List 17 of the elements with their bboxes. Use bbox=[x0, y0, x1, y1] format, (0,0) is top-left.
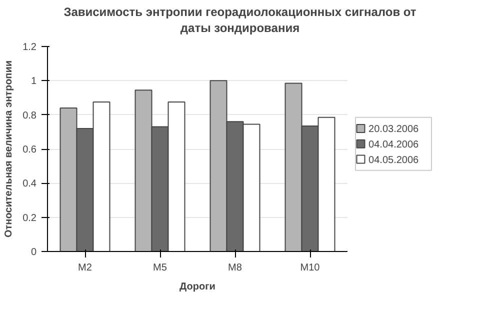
x-tick-label: M8 bbox=[228, 262, 242, 274]
y-tick-label: 0.6 bbox=[22, 144, 37, 156]
legend-label: 04.05.2006 bbox=[368, 154, 420, 166]
y-tick-label: 0.4 bbox=[22, 178, 37, 190]
x-tick-label: M10 bbox=[300, 262, 320, 274]
legend-label: 20.03.2006 bbox=[368, 124, 420, 136]
x-tick-label: M5 bbox=[153, 262, 168, 274]
legend-label: 04.04.2006 bbox=[368, 140, 420, 151]
x-axis-title: Дороги bbox=[180, 282, 216, 293]
y-tick-label: 0 bbox=[30, 247, 37, 258]
y-axis-title: Относительная величина энтропии bbox=[4, 60, 15, 238]
y-tick-label: 1.2 bbox=[22, 42, 37, 54]
y-tick-label: 1 bbox=[30, 76, 37, 88]
y-tick-label: 0.8 bbox=[22, 110, 37, 122]
chart-title: Зависимость энтропии георадиолокационных сигналов от даты зондирования bbox=[64, 5, 416, 36]
x-tick-label: M2 bbox=[78, 262, 92, 274]
y-tick-label: 0.2 bbox=[22, 213, 37, 224]
